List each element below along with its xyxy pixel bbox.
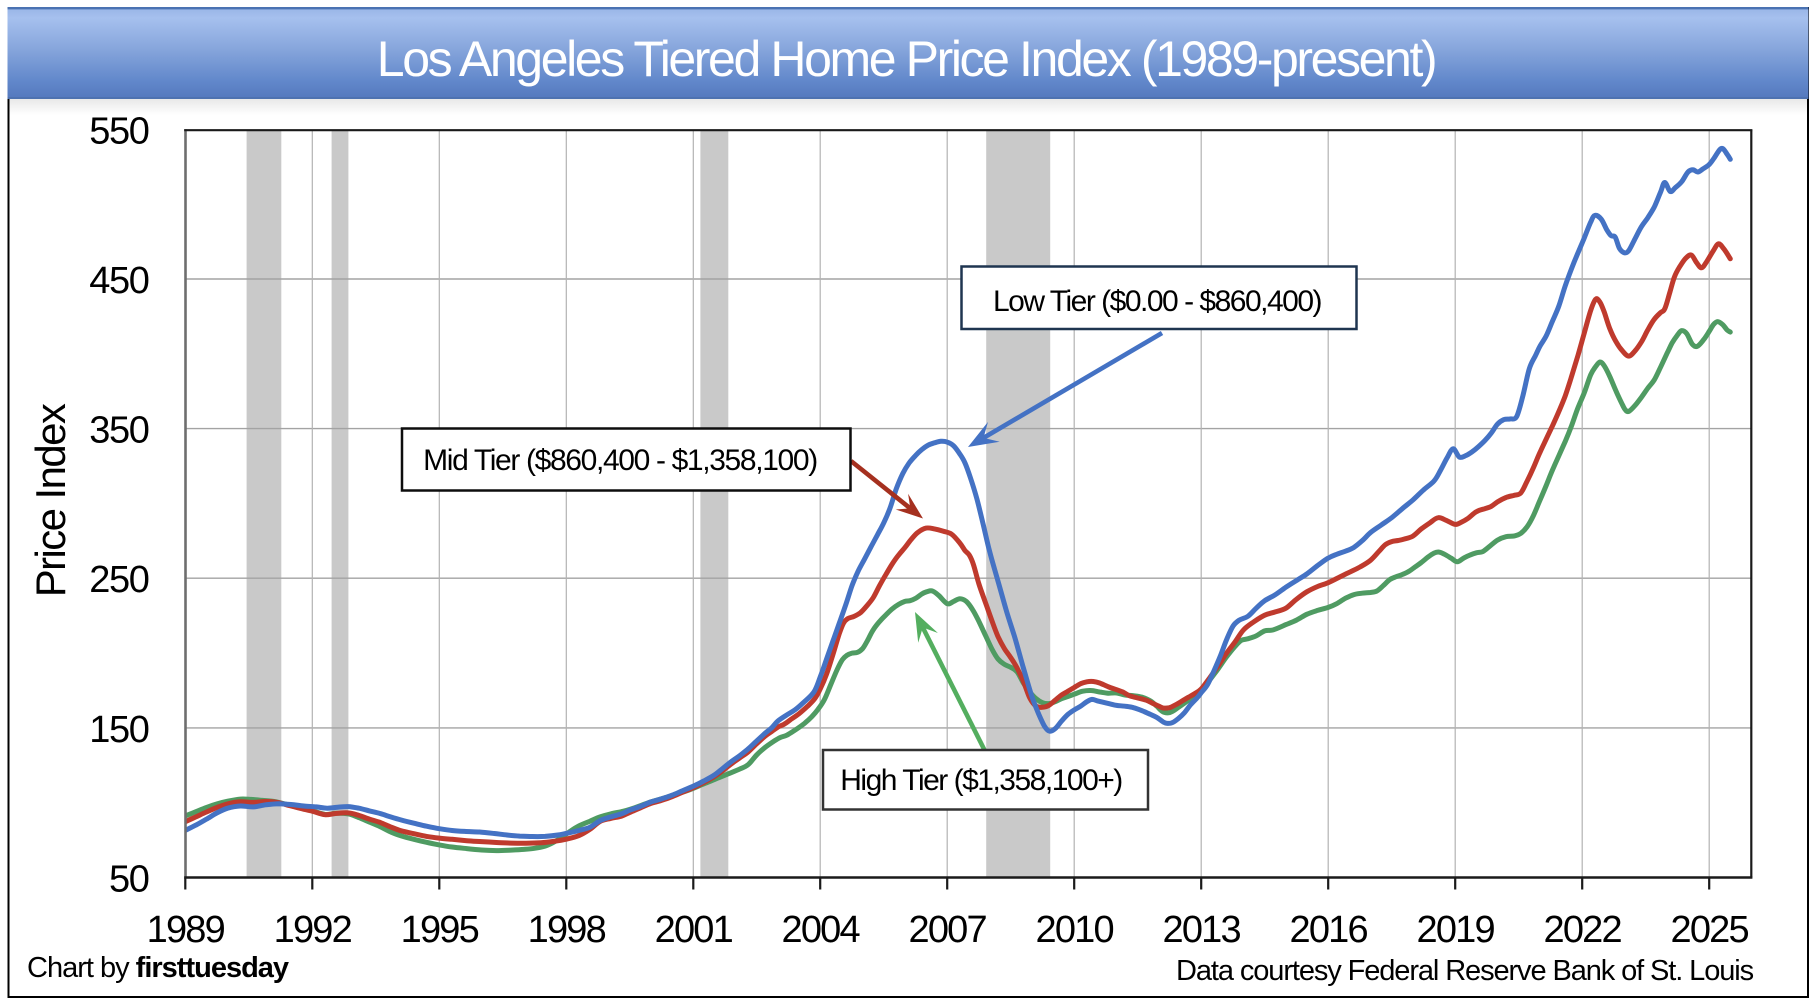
svg-text:Los Angeles Tiered Home Price: Los Angeles Tiered Home Price Index (198… bbox=[377, 31, 1435, 87]
svg-text:450: 450 bbox=[89, 260, 148, 302]
svg-text:150: 150 bbox=[89, 709, 148, 751]
svg-text:2001: 2001 bbox=[655, 909, 733, 951]
svg-text:2022: 2022 bbox=[1544, 909, 1622, 951]
svg-text:2013: 2013 bbox=[1163, 909, 1241, 951]
svg-text:High Tier ($1,358,100+): High Tier ($1,358,100+) bbox=[840, 764, 1122, 797]
svg-text:1992: 1992 bbox=[274, 909, 352, 951]
svg-text:2004: 2004 bbox=[782, 909, 861, 951]
svg-text:2010: 2010 bbox=[1036, 909, 1114, 951]
svg-text:Data courtesy Federal Reserve: Data courtesy Federal Reserve Bank of St… bbox=[1176, 955, 1754, 987]
svg-text:Price Index: Price Index bbox=[27, 403, 74, 597]
svg-text:Mid Tier ($860,400 - $1,358,10: Mid Tier ($860,400 - $1,358,100) bbox=[423, 444, 817, 477]
svg-text:2019: 2019 bbox=[1417, 909, 1495, 951]
svg-text:350: 350 bbox=[89, 410, 148, 452]
svg-text:1998: 1998 bbox=[528, 909, 606, 951]
svg-text:1995: 1995 bbox=[401, 909, 479, 951]
svg-text:550: 550 bbox=[89, 110, 148, 152]
svg-text:Chart by firsttuesday: Chart by firsttuesday bbox=[27, 952, 289, 984]
svg-text:2025: 2025 bbox=[1671, 909, 1749, 951]
svg-text:1989: 1989 bbox=[147, 909, 225, 951]
svg-text:250: 250 bbox=[89, 559, 148, 601]
svg-text:50: 50 bbox=[109, 859, 149, 901]
svg-text:Low Tier ($0.00 - $860,400): Low Tier ($0.00 - $860,400) bbox=[993, 285, 1322, 318]
svg-text:2007: 2007 bbox=[909, 909, 987, 951]
svg-text:2016: 2016 bbox=[1290, 909, 1368, 951]
